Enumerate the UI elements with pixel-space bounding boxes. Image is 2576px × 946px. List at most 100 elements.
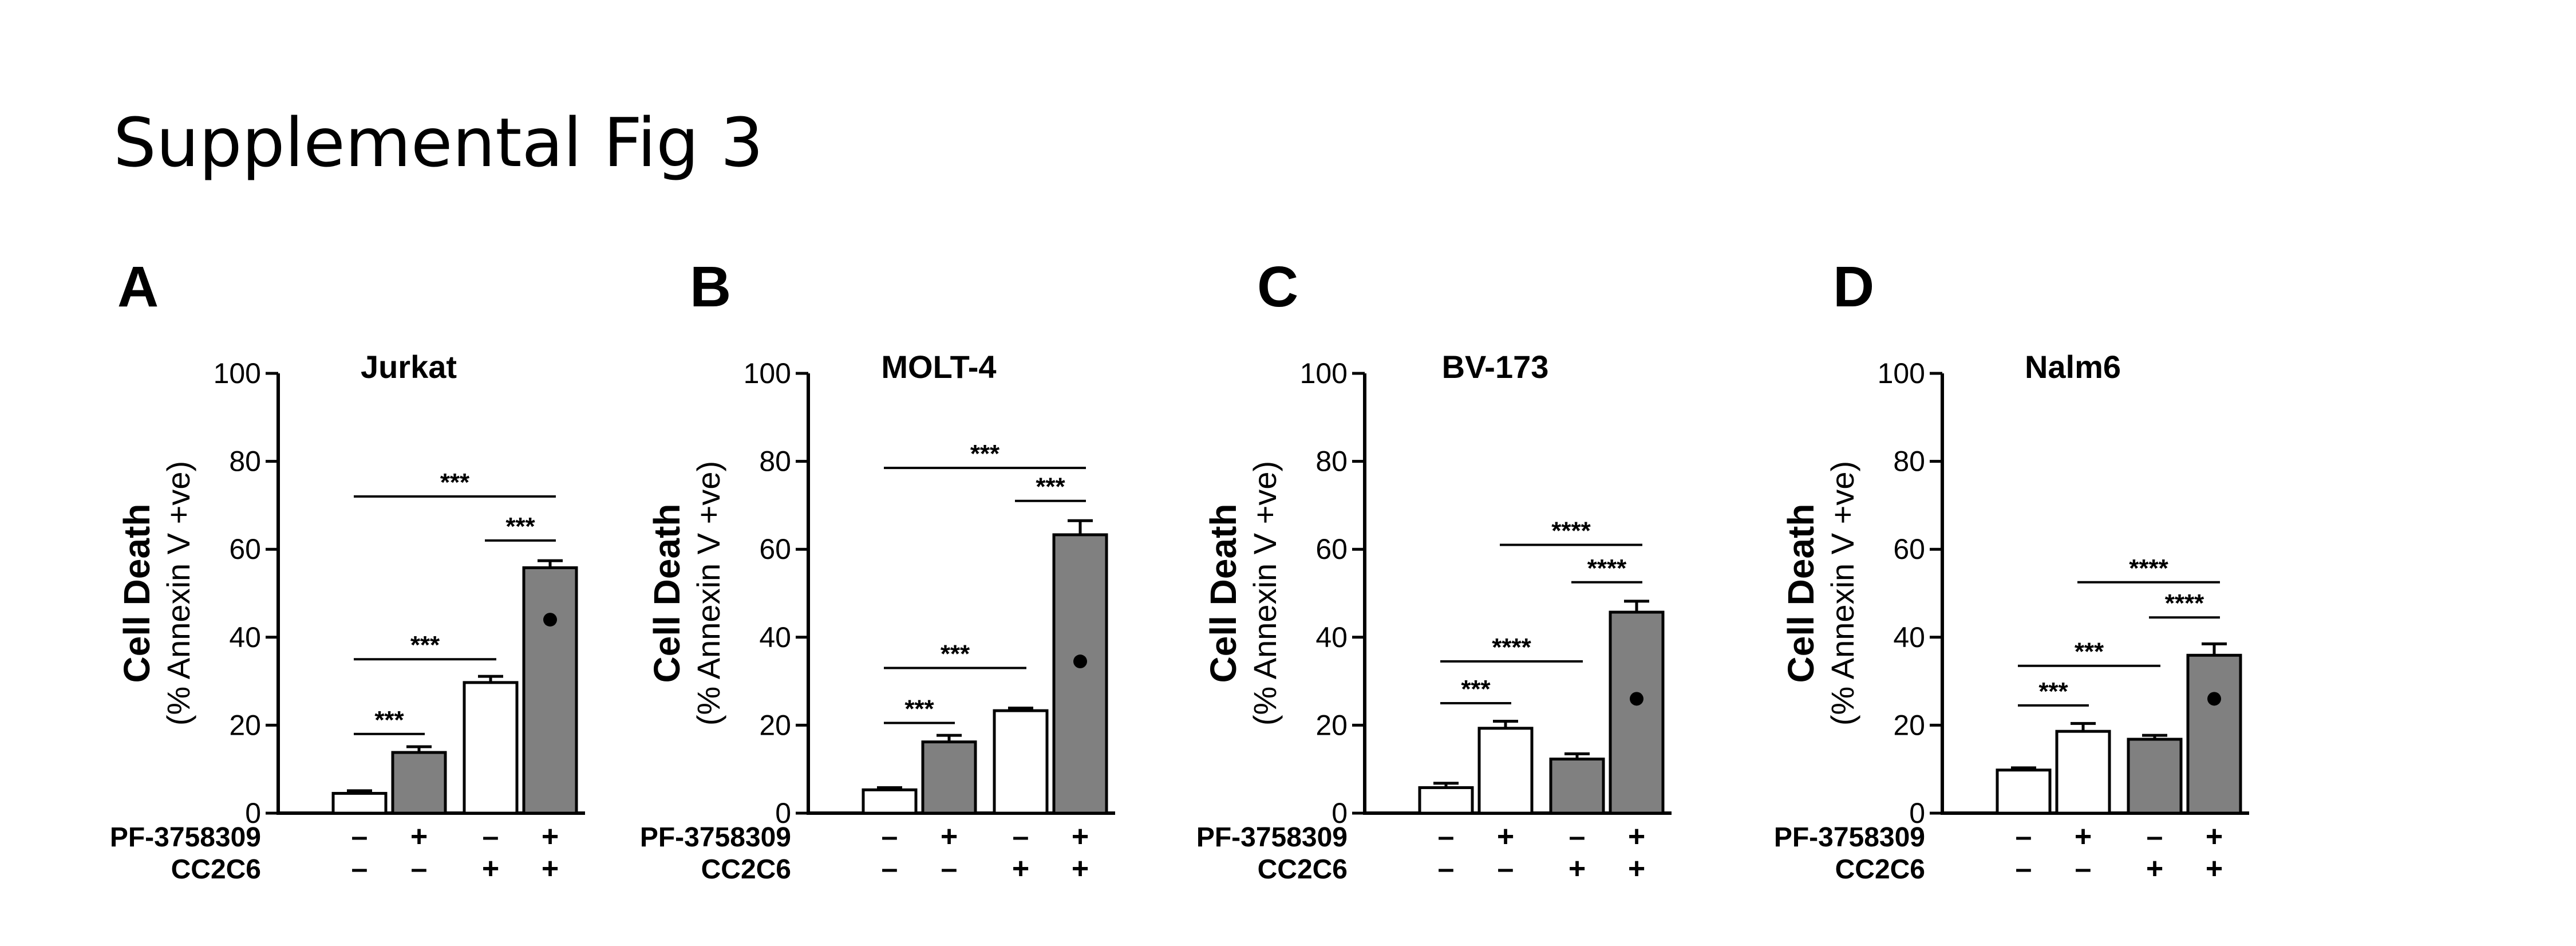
condition-sign: +: [542, 820, 559, 853]
condition-sign: +: [1072, 820, 1089, 853]
y-tick-label: 0: [245, 797, 261, 829]
y-tick-label: 60: [1315, 533, 1348, 565]
condition-label: PF-3758309: [1196, 822, 1348, 853]
significance-label: ***: [941, 640, 970, 668]
condition-sign: +: [410, 820, 428, 853]
y-axis-title: Cell Death: [116, 504, 157, 683]
y-tick-label: 80: [759, 446, 791, 478]
condition-label: CC2C6: [1835, 854, 1925, 885]
condition-label: CC2C6: [171, 854, 261, 885]
condition-sign: +: [1628, 820, 1645, 853]
y-tick-label: 40: [759, 621, 791, 653]
y-tick-label: 80: [229, 446, 261, 478]
y-tick-label: 100: [1300, 357, 1348, 389]
significance-label: ***: [505, 513, 535, 541]
condition-sign: +: [1012, 852, 1029, 885]
y-axis-title: Cell Death: [1203, 504, 1244, 683]
condition-sign: +: [2206, 820, 2223, 853]
condition-label: PF-3758309: [1774, 822, 1925, 853]
bar: [1418, 786, 1474, 815]
y-axis-label: Cell Death (% Annexin V +ve): [1203, 461, 1283, 726]
condition-sign: –: [1013, 820, 1029, 853]
y-tick-label: 20: [1315, 709, 1348, 741]
condition-sign: +: [1072, 852, 1089, 885]
significance-label: ****: [1587, 554, 1627, 582]
bar: [1609, 610, 1665, 815]
condition-sign: +: [1628, 852, 1645, 885]
condition-sign: –: [2016, 820, 2032, 853]
condition-sign: –: [882, 852, 898, 885]
significance-label: ****: [1492, 633, 1531, 661]
condition-sign: –: [1438, 820, 1455, 853]
panel-letter: D: [1833, 255, 1874, 319]
condition-sign: –: [1569, 820, 1586, 853]
condition-sign: –: [351, 820, 368, 853]
condition-sign: +: [542, 852, 559, 885]
data-point-dot: [1630, 692, 1643, 706]
condition-sign: –: [411, 852, 428, 885]
bar: [2127, 738, 2183, 815]
bar: [522, 566, 578, 815]
condition-sign: –: [941, 852, 958, 885]
y-axis-title: Cell Death: [1780, 504, 1822, 683]
chart-title: Jurkat: [361, 349, 457, 385]
y-axis-subtitle: (% Annexin V +ve): [1824, 461, 1860, 726]
y-tick-label: 80: [1315, 446, 1348, 478]
y-tick-label: 20: [229, 709, 261, 741]
condition-sign: +: [482, 852, 499, 885]
condition-label: CC2C6: [701, 854, 791, 885]
significance-label: ***: [2075, 638, 2104, 666]
condition-sign: +: [2146, 852, 2163, 885]
y-tick-label: 40: [1893, 621, 1925, 653]
condition-sign: –: [2075, 852, 2092, 885]
bar: [391, 751, 447, 815]
bar: [2186, 653, 2242, 815]
condition-sign: +: [941, 820, 958, 853]
chart-panel-b: B MOLT-4 Cell Death (% Annexin V +ve) 0 20 40 6…: [640, 255, 1115, 885]
chart-panel-d: D Nalm6 Cell Death (% Annexin V +ve) 0 20 40 60…: [1774, 255, 2249, 885]
y-tick-label: 40: [1315, 621, 1348, 653]
y-axis-label: Cell Death (% Annexin V +ve): [1780, 461, 1860, 726]
significance-label: ****: [1551, 517, 1591, 545]
condition-sign: –: [1498, 852, 1514, 885]
bar: [921, 740, 977, 815]
bar: [463, 681, 519, 815]
chart-panel-a: A Jurkat Cell Death (% Annexin V +ve) 0 20 40 6…: [110, 255, 585, 885]
significance-label: ***: [970, 440, 1000, 468]
y-tick-label: 60: [229, 533, 261, 565]
significance-label: ***: [410, 631, 440, 659]
y-axis-subtitle: (% Annexin V +ve): [690, 461, 726, 726]
y-tick-label: 80: [1893, 446, 1925, 478]
bar: [2055, 730, 2111, 815]
significance-label: ****: [2129, 554, 2168, 582]
chart-title: MOLT-4: [881, 349, 996, 385]
y-tick-label: 100: [214, 357, 261, 389]
bar: [331, 791, 388, 815]
condition-label: CC2C6: [1258, 854, 1348, 885]
y-tick-label: 60: [759, 533, 791, 565]
significance-label: ***: [1036, 473, 1065, 501]
panel-letter: A: [117, 255, 159, 319]
bar: [1477, 727, 1534, 815]
chart-title: Nalm6: [2025, 349, 2121, 385]
condition-sign: +: [1497, 820, 1514, 853]
condition-sign: –: [483, 820, 499, 853]
y-tick-label: 100: [744, 357, 791, 389]
y-tick-label: 60: [1893, 533, 1925, 565]
significance-label: ***: [904, 695, 934, 723]
condition-label: PF-3758309: [110, 822, 261, 853]
condition-sign: –: [2016, 852, 2032, 885]
y-axis-title: Cell Death: [646, 504, 688, 683]
bar: [1996, 768, 2052, 815]
y-tick-label: 0: [1332, 797, 1348, 829]
y-tick-label: 0: [1909, 797, 1925, 829]
y-tick-label: 20: [759, 709, 791, 741]
y-tick-label: 40: [229, 621, 261, 653]
y-axis-label: Cell Death (% Annexin V +ve): [646, 461, 726, 726]
significance-label: ***: [440, 468, 470, 496]
data-point-dot: [1073, 655, 1087, 669]
y-tick-label: 100: [1878, 357, 1925, 389]
chart-title: BV-173: [1442, 349, 1549, 385]
